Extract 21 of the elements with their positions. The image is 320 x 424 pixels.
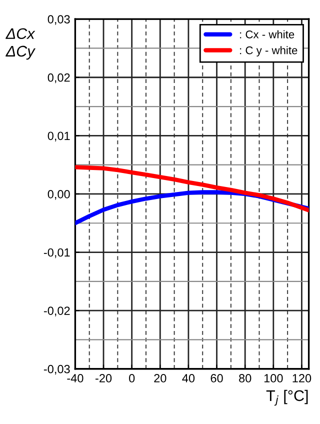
x-tick-label: -40 (67, 374, 84, 382)
y-axis-title: ΔCx ΔCy (6, 28, 36, 60)
x-tick-label: 120 (292, 374, 312, 382)
x-tick-label: 80 (239, 374, 252, 382)
legend-label: : Cx - white (240, 30, 294, 38)
x-axis-title: T$_{j}$ [°C] (266, 390, 308, 406)
legend-label: : C y - white (240, 46, 298, 56)
x-tick-label: 100 (264, 374, 283, 382)
x-tick-label: 60 (210, 374, 223, 382)
y-tick-label: -0,01 (44, 248, 70, 258)
x-tick-label: 0 (129, 374, 135, 382)
x-tick-label: -20 (96, 374, 112, 382)
y-tick-label: 0,02 (48, 73, 70, 84)
x-tick-label: 40 (182, 374, 195, 382)
y-tick-label: 0,03 (48, 15, 70, 25)
y-tick-label: -0,03 (44, 364, 70, 375)
line-series (75, 165, 309, 212)
y-tick-label: 0,00 (48, 190, 70, 200)
y-tick-label: 0,01 (48, 132, 70, 142)
x-tick-label: 20 (154, 374, 166, 382)
y-tick-label: -0,02 (44, 306, 70, 316)
